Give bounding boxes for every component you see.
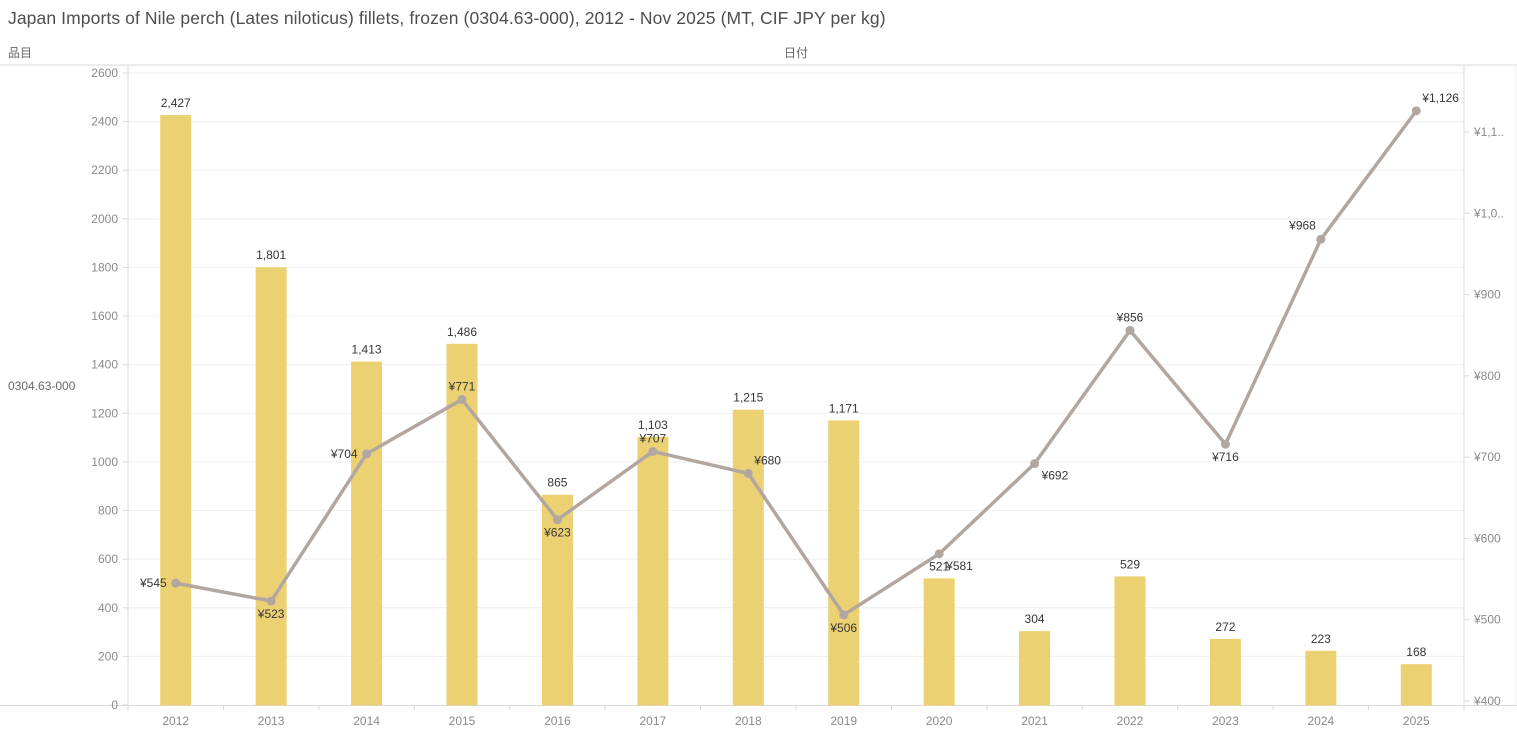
line-point-2020[interactable] [934,549,944,559]
line-point-2021[interactable] [1030,459,1040,469]
line-label: ¥581 [945,559,973,573]
left-axis-tick-label: 2000 [91,212,118,226]
left-axis-tick-label: 0 [111,698,118,712]
line-point-2025[interactable] [1411,106,1421,116]
right-axis-tick-label: ¥800 [1473,369,1501,383]
bar-2012[interactable] [160,115,192,706]
column-field-label: 日付 [783,46,808,60]
x-axis-year-label: 2024 [1308,714,1335,728]
bar-label: 1,801 [256,248,286,262]
line-label: ¥968 [1288,218,1316,232]
line-point-2024[interactable] [1316,234,1326,244]
x-axis-year-label: 2013 [258,714,285,728]
right-axis-tick-label: ¥700 [1473,450,1501,464]
left-axis-tick-label: 2400 [91,115,118,129]
left-axis-tick-label: 2600 [91,66,118,80]
x-axis-year-label: 2025 [1403,714,1430,728]
row-field-label: 品目 [8,46,33,60]
x-axis-year-label: 2016 [544,714,571,728]
line-point-2022[interactable] [1125,325,1135,335]
left-axis-tick-label: 1400 [91,358,118,372]
x-axis-year-label: 2021 [1021,714,1048,728]
bar-label: 521 [929,559,949,573]
right-axis-tick-label: ¥1,0.. [1473,206,1504,220]
right-axis-tick-label: ¥500 [1473,613,1501,627]
left-axis-tick-label: 200 [98,649,118,663]
line-point-2023[interactable] [1220,439,1230,449]
bar-label: 1,215 [733,391,763,405]
right-axis-tick-label: ¥600 [1473,531,1501,545]
x-axis-year-label: 2019 [830,714,857,728]
x-axis-year-label: 2015 [449,714,476,728]
line-label: ¥716 [1211,450,1239,464]
bar-label: 1,413 [352,343,382,357]
line-point-2015[interactable] [457,394,467,404]
bar-label: 272 [1215,620,1235,634]
bar-2016[interactable] [541,494,573,706]
right-axis-tick-label: ¥900 [1473,288,1501,302]
x-axis-year-label: 2012 [162,714,189,728]
line-label: ¥704 [330,447,358,461]
x-axis-year-label: 2022 [1117,714,1144,728]
left-axis-tick-label: 1800 [91,260,118,274]
bar-label: 1,171 [829,401,859,415]
bar-2021[interactable] [1019,631,1051,706]
bar-2019[interactable] [828,420,860,706]
bar-label: 1,486 [447,325,477,339]
x-axis-year-label: 2018 [735,714,762,728]
line-point-2016[interactable] [552,515,562,525]
bar-label: 168 [1406,645,1426,659]
left-axis-tick-label: 1000 [91,455,118,469]
x-axis-year-label: 2014 [353,714,380,728]
line-label: ¥692 [1041,469,1069,483]
left-axis-tick-label: 2200 [91,163,118,177]
left-axis-tick-label: 1200 [91,406,118,420]
line-label: ¥771 [448,379,476,393]
line-label: ¥623 [543,526,571,540]
bar-2018[interactable] [732,409,764,706]
line-label: ¥1,126 [1421,91,1459,105]
left-axis-tick-label: 1600 [91,309,118,323]
bar-2013[interactable] [255,267,287,706]
x-axis-year-label: 2020 [926,714,953,728]
bar-2023[interactable] [1209,638,1241,706]
x-axis-year-label: 2017 [640,714,667,728]
bar-label: 2,427 [161,96,191,110]
x-axis-year-label: 2023 [1212,714,1239,728]
line-label: ¥506 [829,621,857,635]
left-axis-tick-label: 400 [98,601,118,615]
line-point-2019[interactable] [839,610,849,620]
bar-2017[interactable] [637,436,669,706]
bar-2022[interactable] [1114,576,1146,706]
bar-2024[interactable] [1305,650,1337,706]
bar-label: 223 [1311,632,1331,646]
line-point-2014[interactable] [362,449,372,459]
price-line [173,109,1419,617]
bar-2025[interactable] [1400,664,1432,706]
bar-label: 1,103 [638,418,668,432]
row-header-item-code: 0304.63-000 [8,379,76,393]
bar-label: 304 [1025,612,1045,626]
line-label: ¥523 [257,607,285,621]
line-label: ¥680 [753,453,781,467]
line-point-2017[interactable] [648,446,658,456]
line-label: ¥707 [639,431,667,445]
line-point-2018[interactable] [743,468,753,478]
line-point-2013[interactable] [266,596,276,606]
left-axis-tick-label: 600 [98,552,118,566]
bar-label: 865 [547,476,567,490]
line-label: ¥545 [139,576,167,590]
left-axis-tick-label: 800 [98,504,118,518]
right-axis-tick-label: ¥400 [1473,694,1501,708]
bar-label: 529 [1120,557,1140,571]
line-label: ¥856 [1116,310,1144,324]
bar-2020[interactable] [923,578,955,706]
chart-title: Japan Imports of Nile perch (Lates nilot… [8,8,886,28]
right-axis-tick-label: ¥1,1.. [1473,125,1504,139]
bar-2014[interactable] [351,361,383,706]
line-point-2012[interactable] [171,578,181,588]
